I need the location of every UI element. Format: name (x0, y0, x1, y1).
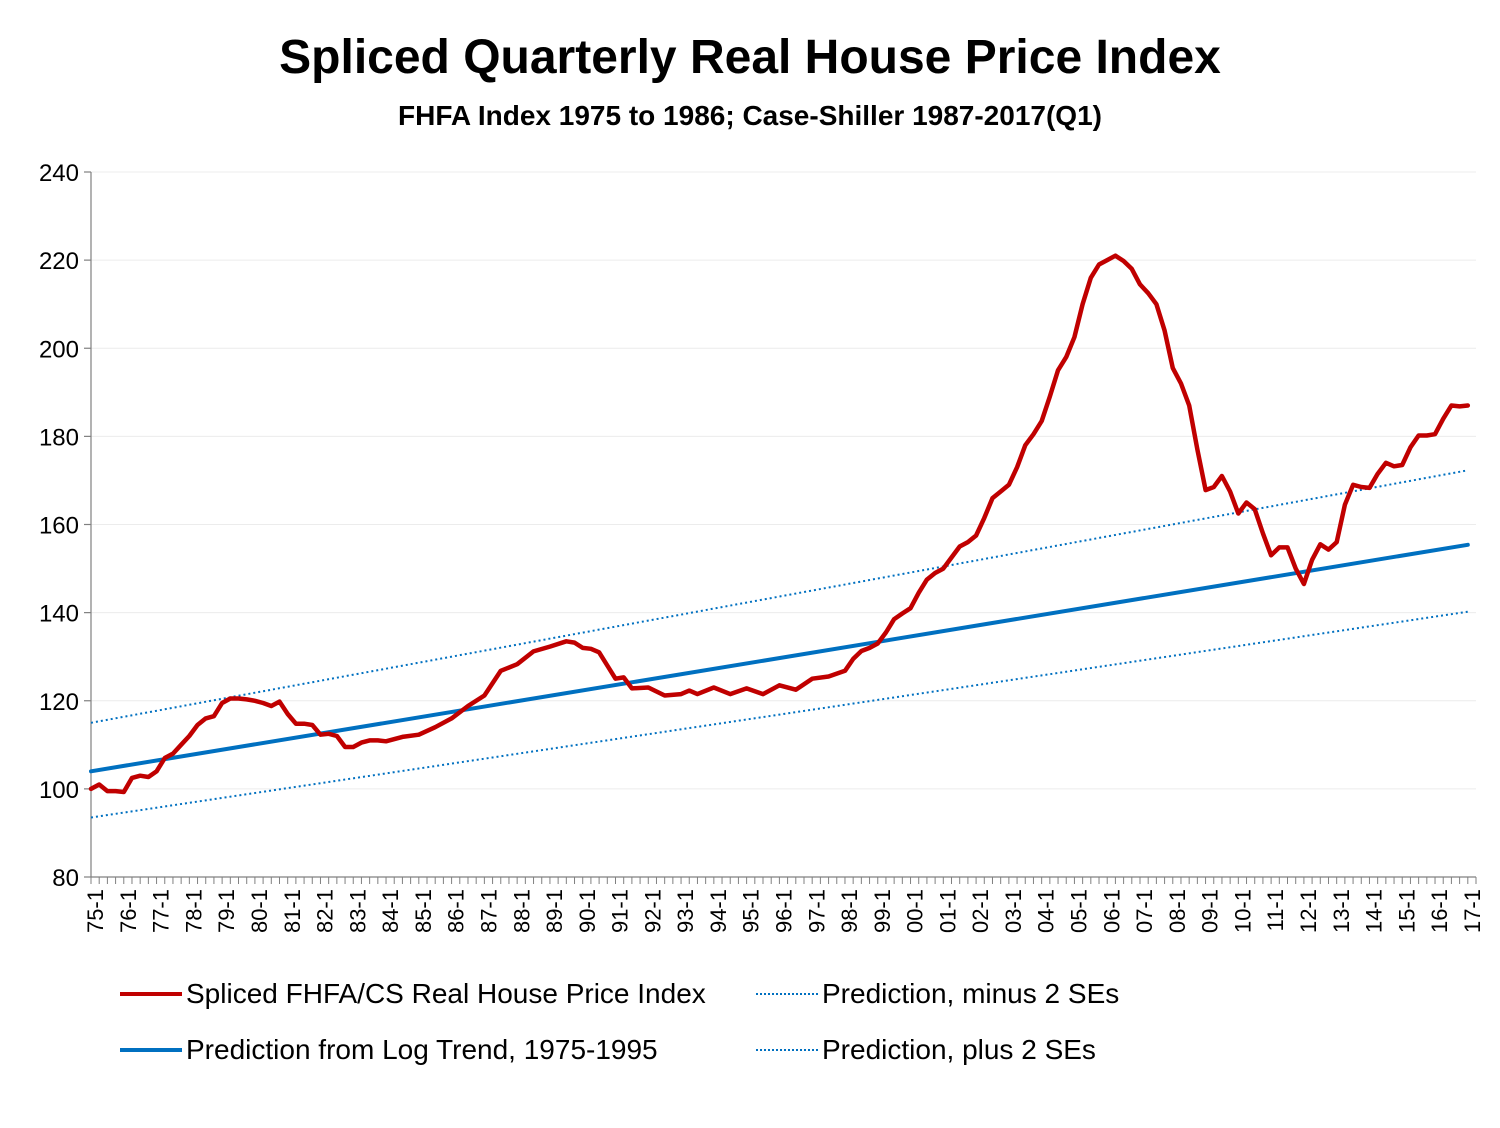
x-tick-label: 81-1 (280, 889, 305, 933)
x-tick-label: 14-1 (1362, 889, 1387, 933)
x-tick-label: 85-1 (411, 889, 436, 933)
x-tick-label: 76-1 (116, 889, 141, 933)
x-tick-label: 17-1 (1460, 889, 1485, 933)
x-tick-label: 79-1 (214, 889, 239, 933)
legend-item-spliced-index: Spliced FHFA/CS Real House Price Index (120, 978, 706, 1010)
series-line-2 (90, 610, 1468, 819)
x-tick-label: 84-1 (378, 889, 403, 933)
legend-swatch-plus-2se (756, 1049, 818, 1051)
x-tick-label: 02-1 (968, 889, 993, 933)
x-tick-label: 06-1 (1099, 889, 1124, 933)
x-tick-label: 10-1 (1230, 889, 1255, 933)
x-tick-label: 88-1 (509, 889, 534, 933)
x-tick-label: 75-1 (83, 889, 108, 933)
y-tick-label: 120 (39, 689, 79, 716)
x-tick-label: 87-1 (476, 889, 501, 933)
y-tick-label: 80 (52, 865, 79, 892)
x-tick-label: 12-1 (1296, 889, 1321, 933)
x-tick-label: 92-1 (640, 889, 665, 933)
x-tick-label: 83-1 (345, 889, 370, 933)
x-tick-label: 00-1 (903, 889, 928, 933)
x-tick-label: 11-1 (1263, 889, 1288, 931)
chart-subtitle: FHFA Index 1975 to 1986; Case-Shiller 19… (398, 100, 1102, 131)
gridlines (91, 171, 1476, 790)
x-tick-label: 90-1 (575, 889, 600, 933)
legend-label-spliced-index: Spliced FHFA/CS Real House Price Index (186, 978, 706, 1009)
x-tick-label: 09-1 (1198, 889, 1223, 933)
y-axis: 80 100 120 140 160 180 200 220 240 (39, 160, 92, 892)
x-tick-label: 78-1 (181, 889, 206, 933)
series-line-0 (88, 253, 1471, 795)
y-tick-label: 180 (39, 424, 79, 451)
x-tick-label: 91-1 (608, 889, 633, 933)
legend-swatch-log-trend (120, 1048, 182, 1052)
x-tick-label: 03-1 (1001, 889, 1026, 933)
y-tick-label: 240 (39, 160, 79, 187)
x-axis: 75-1 76-1 77-1 78-1 79-1 80-1 81-1 82-1 83-1 84-1… (83, 876, 1485, 933)
x-tick-label: 07-1 (1132, 889, 1157, 933)
y-tick-label: 160 (39, 513, 79, 540)
x-tick-label: 93-1 (673, 889, 698, 933)
series-layer (88, 253, 1471, 819)
x-tick-label: 05-1 (1067, 889, 1092, 933)
x-tick-label: 89-1 (542, 889, 567, 933)
x-tick-label: 80-1 (247, 889, 272, 933)
legend-label-plus-2se: Prediction, plus 2 SEs (822, 1034, 1096, 1065)
y-tick-label: 100 (39, 777, 79, 804)
x-tick-label: 15-1 (1394, 889, 1419, 933)
y-tick-label: 220 (39, 248, 79, 275)
x-tick-label: 01-1 (935, 889, 960, 933)
x-tick-label: 94-1 (706, 889, 731, 933)
x-tick-label: 16-1 (1427, 889, 1452, 933)
x-tick-label: 04-1 (1034, 889, 1059, 933)
y-tick-label: 200 (39, 336, 79, 363)
legend-item-plus-2se: Prediction, plus 2 SEs (756, 1034, 1096, 1066)
legend-item-minus-2se: Prediction, minus 2 SEs (756, 978, 1119, 1010)
x-tick-label: 82-1 (313, 889, 338, 933)
legend-swatch-minus-2se (756, 993, 818, 995)
x-tick-label: 97-1 (804, 889, 829, 933)
legend-item-log-trend: Prediction from Log Trend, 1975-1995 (120, 1034, 658, 1066)
x-tick-label: 98-1 (837, 889, 862, 933)
legend-label-minus-2se: Prediction, minus 2 SEs (822, 978, 1120, 1009)
x-tick-label: 13-1 (1329, 889, 1354, 933)
legend-swatch-spliced-index (120, 992, 182, 996)
legend-label-log-trend: Prediction from Log Trend, 1975-1995 (186, 1034, 658, 1065)
series-line-1 (89, 542, 1470, 774)
x-tick-label: 77-1 (149, 889, 174, 933)
x-tick-label: 99-1 (870, 889, 895, 933)
x-tick-label: 96-1 (772, 889, 797, 933)
x-tick-label: 86-1 (444, 889, 469, 933)
chart-title: Spliced Quarterly Real House Price Index (279, 31, 1221, 84)
y-tick-label: 140 (39, 601, 79, 628)
x-tick-label: 95-1 (739, 889, 764, 933)
x-tick-label: 08-1 (1165, 889, 1190, 933)
